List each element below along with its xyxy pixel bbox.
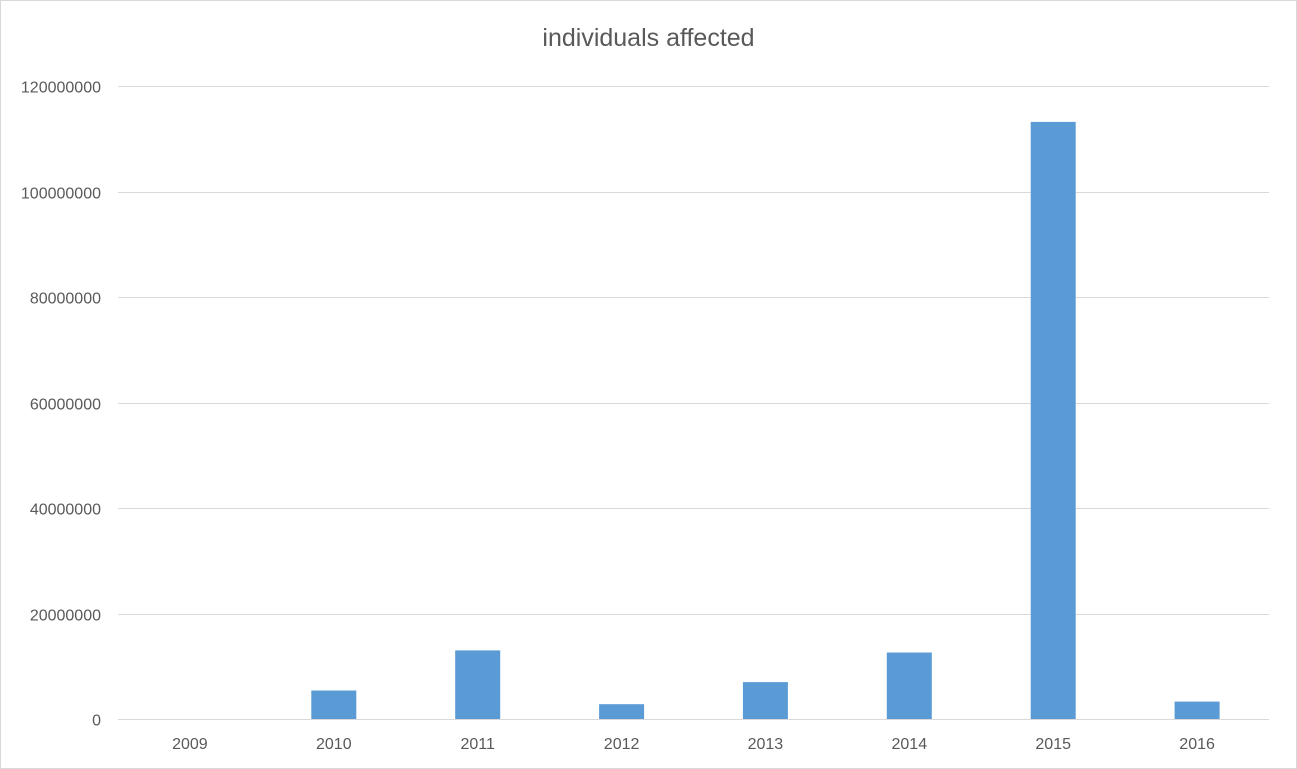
bar-2013 bbox=[742, 682, 788, 719]
y-tick-label: 40000000 bbox=[30, 502, 101, 519]
y-tick-label: 120000000 bbox=[21, 80, 101, 97]
x-tick-label: 2015 bbox=[1035, 736, 1071, 753]
bar-2012 bbox=[599, 704, 645, 719]
bar-2010 bbox=[311, 690, 357, 719]
y-tick-label: 60000000 bbox=[30, 397, 101, 414]
x-tick-label: 2010 bbox=[316, 736, 352, 753]
x-tick-label: 2012 bbox=[604, 736, 640, 753]
y-tick-label: 80000000 bbox=[30, 291, 101, 308]
gridlines bbox=[118, 86, 1269, 720]
x-tick-label: 2009 bbox=[172, 736, 208, 753]
x-tick-label: 2014 bbox=[892, 736, 928, 753]
y-tick-label: 20000000 bbox=[30, 608, 101, 625]
x-tick-label: 2013 bbox=[748, 736, 784, 753]
chart-title: individuals affected bbox=[542, 24, 755, 52]
bar-2015 bbox=[1030, 121, 1076, 719]
x-axis-ticks: 2009 2010 2011 2012 2013 2014 2015 2016 bbox=[172, 736, 1215, 753]
bar-2014 bbox=[886, 652, 932, 719]
x-tick-label: 2016 bbox=[1179, 736, 1215, 753]
y-axis-ticks: 0 20000000 40000000 60000000 80000000 1000000… bbox=[21, 80, 101, 730]
y-tick-label: 100000000 bbox=[21, 186, 101, 203]
x-tick-label: 2011 bbox=[460, 736, 495, 753]
bar-2016 bbox=[1174, 701, 1220, 719]
bar-2011 bbox=[455, 650, 501, 719]
y-tick-label: 0 bbox=[92, 713, 101, 730]
bars bbox=[311, 121, 1220, 719]
